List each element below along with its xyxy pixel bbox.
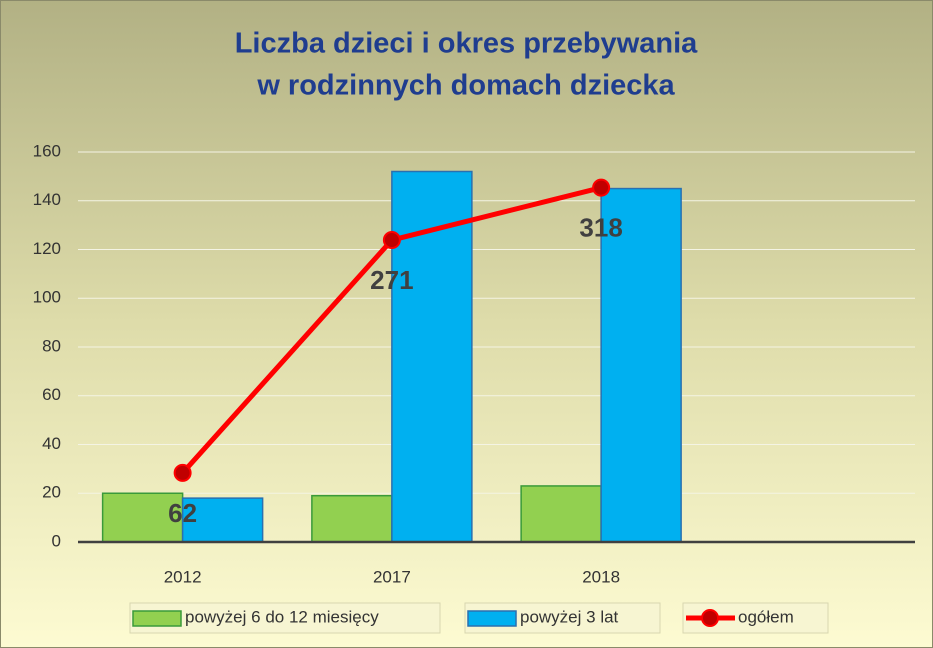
legend-label: ogółem bbox=[738, 607, 794, 626]
chart-title: w rodzinnych domach dziecka bbox=[256, 70, 675, 102]
bar bbox=[311, 494, 393, 543]
y-tick-label: 40 bbox=[42, 434, 61, 453]
x-tick-label: 2018 bbox=[582, 567, 620, 586]
legend-swatch bbox=[701, 609, 719, 627]
line-marker bbox=[592, 178, 611, 197]
y-tick-label: 100 bbox=[33, 288, 61, 307]
legend-swatch bbox=[467, 610, 517, 627]
y-tick-label: 80 bbox=[42, 336, 61, 355]
data-label: 62 bbox=[168, 498, 197, 528]
legend-label: powyżej 6 do 12 miesięcy bbox=[185, 607, 379, 626]
legend-swatch bbox=[132, 610, 182, 627]
y-tick-label: 20 bbox=[42, 483, 61, 502]
chart-title: Liczba dzieci i okres przebywania bbox=[235, 28, 698, 60]
line-marker bbox=[382, 231, 401, 250]
y-tick-label: 60 bbox=[42, 385, 61, 404]
y-tick-label: 0 bbox=[52, 531, 61, 550]
legend-label: powyżej 3 lat bbox=[520, 607, 619, 626]
y-tick-label: 160 bbox=[33, 141, 61, 160]
data-label: 318 bbox=[579, 213, 622, 243]
data-label: 271 bbox=[370, 265, 413, 295]
x-tick-label: 2012 bbox=[164, 567, 202, 586]
line-marker bbox=[173, 463, 192, 482]
bar bbox=[391, 170, 473, 543]
y-tick-label: 120 bbox=[33, 239, 61, 258]
x-tick-label: 2017 bbox=[373, 567, 411, 586]
bar bbox=[520, 485, 602, 543]
y-tick-label: 140 bbox=[33, 190, 61, 209]
